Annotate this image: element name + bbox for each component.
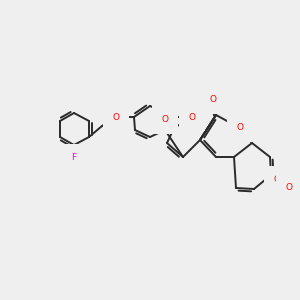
- Text: O: O: [188, 112, 196, 122]
- Text: F: F: [71, 154, 76, 163]
- Text: O: O: [236, 124, 244, 133]
- Text: O: O: [209, 95, 217, 104]
- Text: O: O: [286, 182, 292, 191]
- Text: O: O: [274, 176, 280, 184]
- Text: O: O: [112, 112, 119, 122]
- Text: O: O: [161, 116, 169, 124]
